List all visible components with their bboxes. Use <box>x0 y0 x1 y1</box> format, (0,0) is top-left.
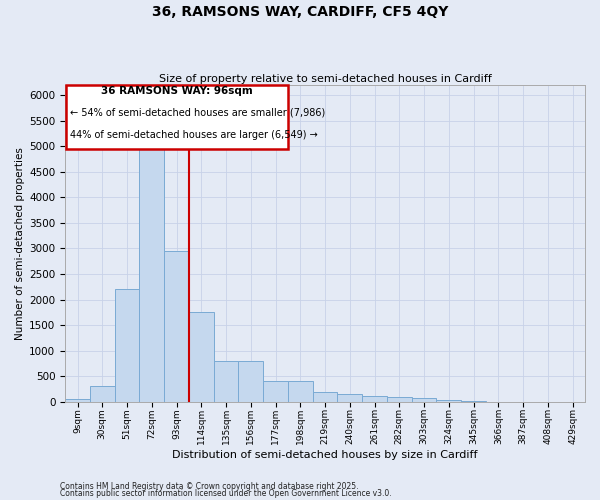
Text: 44% of semi-detached houses are larger (6,549) →: 44% of semi-detached houses are larger (… <box>70 130 318 140</box>
Title: Size of property relative to semi-detached houses in Cardiff: Size of property relative to semi-detach… <box>158 74 491 84</box>
Bar <box>263 381 288 402</box>
Bar <box>189 312 214 402</box>
Text: 36, RAMSONS WAY, CARDIFF, CF5 4QY: 36, RAMSONS WAY, CARDIFF, CF5 4QY <box>152 5 448 19</box>
Bar <box>90 386 115 402</box>
Text: 36 RAMSONS WAY: 96sqm: 36 RAMSONS WAY: 96sqm <box>101 86 253 96</box>
Text: ← 54% of semi-detached houses are smaller (7,986): ← 54% of semi-detached houses are smalle… <box>70 108 325 118</box>
Bar <box>313 392 337 402</box>
Bar <box>288 382 313 402</box>
Bar <box>337 394 362 402</box>
Bar <box>387 396 412 402</box>
X-axis label: Distribution of semi-detached houses by size in Cardiff: Distribution of semi-detached houses by … <box>172 450 478 460</box>
Bar <box>412 398 436 402</box>
Text: Contains public sector information licensed under the Open Government Licence v3: Contains public sector information licen… <box>60 489 392 498</box>
Bar <box>238 362 263 402</box>
Bar <box>115 290 139 402</box>
Y-axis label: Number of semi-detached properties: Number of semi-detached properties <box>15 147 25 340</box>
Bar <box>65 400 90 402</box>
Bar <box>139 148 164 402</box>
Bar <box>436 400 461 402</box>
Bar <box>67 85 288 148</box>
Bar <box>214 361 238 402</box>
Text: Contains HM Land Registry data © Crown copyright and database right 2025.: Contains HM Land Registry data © Crown c… <box>60 482 359 491</box>
Bar <box>362 396 387 402</box>
Bar <box>164 251 189 402</box>
